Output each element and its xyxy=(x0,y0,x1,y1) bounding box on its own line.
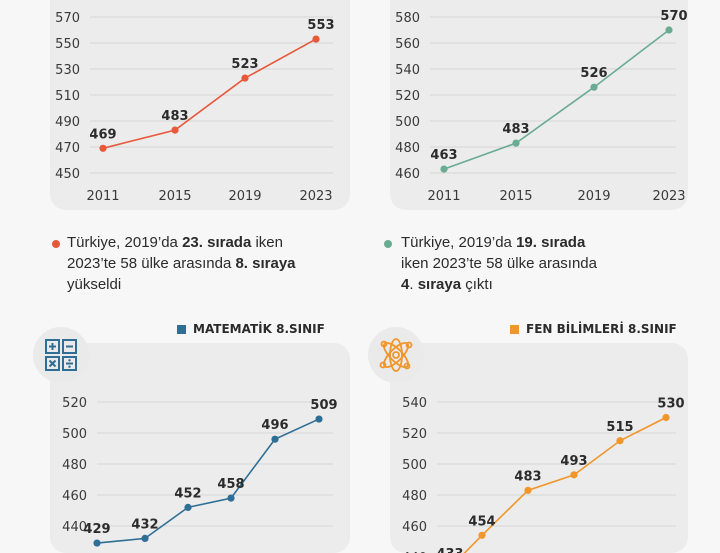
y-tick-label: 500 xyxy=(402,458,427,473)
data-point xyxy=(93,539,100,546)
data-point xyxy=(478,532,485,539)
data-label: 515 xyxy=(606,420,633,435)
data-label: 454 xyxy=(468,514,495,529)
y-tick-label: 480 xyxy=(402,489,427,504)
line-chart-science: 440460480500520540433454483493515530 xyxy=(0,0,720,530)
y-tick-label: 460 xyxy=(402,520,427,535)
data-label: 530 xyxy=(657,397,684,412)
data-label: 433 xyxy=(436,547,463,553)
y-tick-label: 540 xyxy=(402,396,427,411)
data-point xyxy=(616,437,623,444)
data-point xyxy=(662,414,669,421)
data-label: 493 xyxy=(560,454,587,469)
y-tick-label: 520 xyxy=(402,427,427,442)
data-point xyxy=(141,535,148,542)
data-point xyxy=(570,471,577,478)
data-label: 483 xyxy=(514,469,541,484)
data-point xyxy=(524,487,531,494)
